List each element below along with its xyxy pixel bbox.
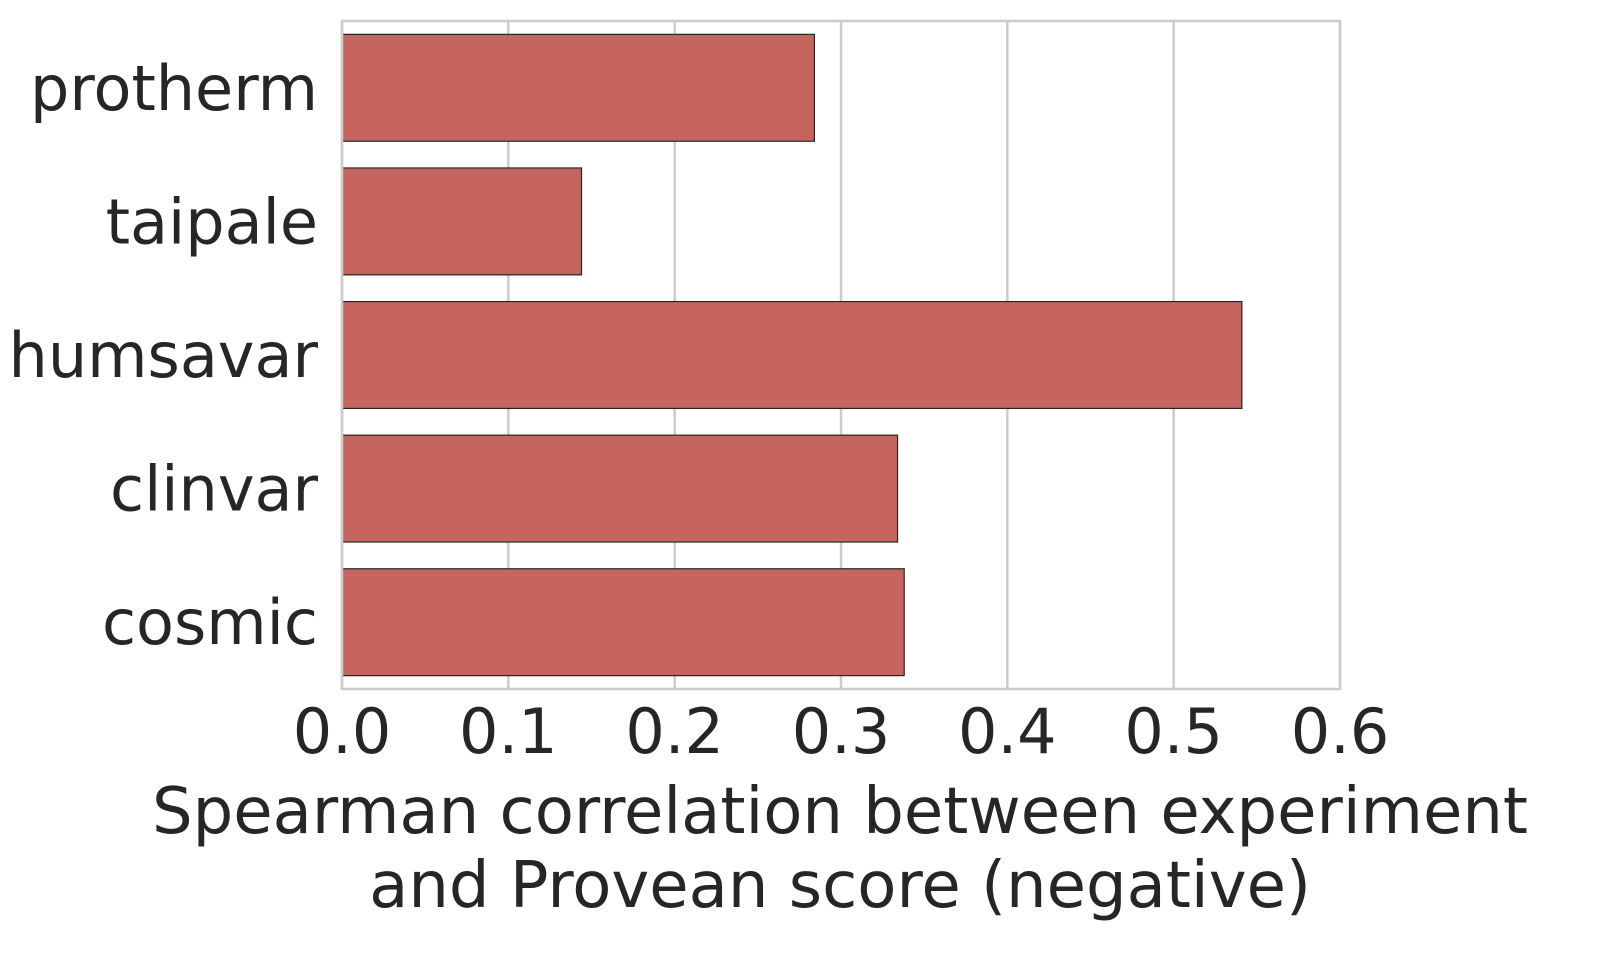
- bar-humsavar: [341, 300, 1243, 410]
- x-tick-label-6: 0.6: [1291, 695, 1390, 768]
- bars: [341, 33, 1243, 677]
- y-tick-labels: protherm taipale humsavar clinvar cosmic: [9, 52, 319, 659]
- y-tick-label-clinvar: clinvar: [110, 453, 319, 526]
- y-tick-label-cosmic: cosmic: [102, 586, 318, 659]
- x-axis-label-line-1: Spearman correlation between experiment: [152, 775, 1528, 849]
- x-tick-label-0: 0.0: [293, 695, 392, 768]
- x-tick-label-4: 0.4: [958, 695, 1057, 768]
- bar-clinvar: [341, 434, 899, 543]
- y-tick-label-protherm: protherm: [30, 52, 318, 125]
- x-tick-label-3: 0.3: [792, 695, 891, 768]
- x-tick-label-1: 0.1: [459, 695, 558, 768]
- bar-cosmic: [341, 568, 905, 677]
- bar-taipale: [341, 167, 583, 276]
- x-tick-label-5: 0.5: [1124, 695, 1223, 768]
- x-tick-labels: 0.0 0.1 0.2 0.3 0.4 0.5 0.6: [293, 695, 1390, 768]
- y-tick-label-taipale: taipale: [106, 185, 318, 258]
- x-axis-label-line-2: and Provean score (negative): [369, 849, 1311, 923]
- plot-frame: [340, 19, 1342, 691]
- y-tick-label-humsavar: humsavar: [9, 319, 319, 392]
- x-tick-label-2: 0.2: [625, 695, 724, 768]
- bar-protherm: [341, 33, 815, 142]
